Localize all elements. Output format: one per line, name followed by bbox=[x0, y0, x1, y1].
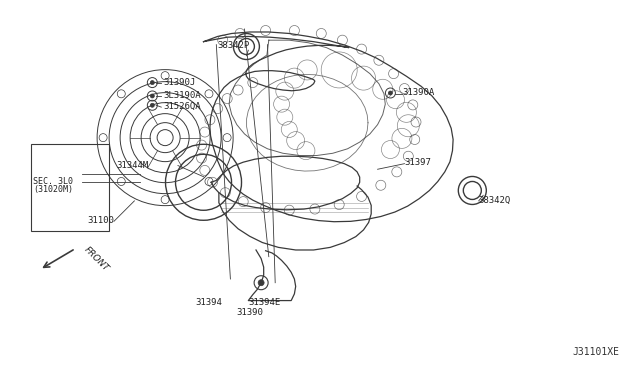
Text: 31394E: 31394E bbox=[248, 298, 280, 307]
Circle shape bbox=[150, 94, 154, 98]
Circle shape bbox=[150, 81, 154, 84]
Text: 31397: 31397 bbox=[404, 158, 431, 167]
Text: (31020M): (31020M) bbox=[33, 185, 73, 194]
Text: 3L3190A: 3L3190A bbox=[163, 91, 201, 100]
Text: 31390J: 31390J bbox=[163, 78, 195, 87]
Text: 38342P: 38342P bbox=[218, 41, 250, 50]
Text: 31390: 31390 bbox=[236, 308, 263, 317]
Circle shape bbox=[150, 103, 154, 107]
Bar bbox=[31, 144, 109, 231]
Text: J31101XE: J31101XE bbox=[573, 347, 620, 357]
Text: SEC. 3L0: SEC. 3L0 bbox=[33, 177, 73, 186]
Text: 31100: 31100 bbox=[87, 216, 114, 225]
Text: 31344M: 31344M bbox=[116, 161, 148, 170]
Text: 31526QA: 31526QA bbox=[163, 102, 201, 110]
Circle shape bbox=[388, 91, 392, 95]
Text: FRONT: FRONT bbox=[82, 245, 110, 273]
Text: 31390A: 31390A bbox=[402, 88, 434, 97]
Text: 31394: 31394 bbox=[195, 298, 222, 307]
Text: 38342Q: 38342Q bbox=[479, 196, 511, 205]
Circle shape bbox=[258, 280, 264, 286]
